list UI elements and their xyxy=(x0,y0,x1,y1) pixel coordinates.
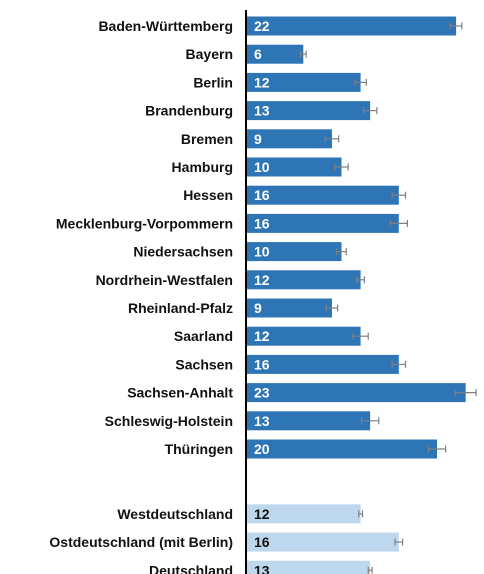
error-bar xyxy=(324,135,340,143)
bar xyxy=(246,129,332,149)
value-label: 16 xyxy=(254,534,270,550)
value-label: 12 xyxy=(254,272,270,288)
error-bar xyxy=(367,566,373,574)
category-label: Baden-Württemberg xyxy=(98,18,233,34)
bar xyxy=(246,532,399,552)
value-label: 23 xyxy=(254,385,270,401)
error-bar xyxy=(299,50,307,58)
error-bar xyxy=(334,163,349,171)
category-label: Deutschland xyxy=(149,562,233,574)
error-bar xyxy=(389,219,408,227)
value-label: 10 xyxy=(254,159,270,175)
error-bar xyxy=(391,360,407,368)
error-bar xyxy=(336,248,347,256)
bar xyxy=(246,44,304,64)
bar xyxy=(246,72,361,92)
value-label: 6 xyxy=(254,46,262,62)
error-bar xyxy=(358,510,364,518)
value-label: 16 xyxy=(254,187,270,203)
bar xyxy=(246,185,399,205)
category-label: Hamburg xyxy=(172,159,233,175)
category-label: Niedersachsen xyxy=(133,244,233,260)
bar xyxy=(246,16,457,36)
bar xyxy=(246,504,361,524)
labels-layer: 22 Baden-Württemberg 6 Bayern 12 Berlin 13 Bran… xyxy=(49,18,269,574)
category-label: Brandenburg xyxy=(145,103,233,119)
value-label: 16 xyxy=(254,356,270,372)
value-label: 13 xyxy=(254,562,270,574)
bar xyxy=(246,411,371,431)
value-label: 9 xyxy=(254,300,262,316)
category-label: Hessen xyxy=(183,187,233,203)
value-label: 12 xyxy=(254,328,270,344)
error-bar xyxy=(394,538,404,546)
bars-layer xyxy=(246,16,477,574)
category-label: Ostdeutschland (mit Berlin) xyxy=(49,534,233,550)
bar xyxy=(246,213,399,233)
bar xyxy=(246,298,332,318)
error-bar xyxy=(325,304,339,312)
category-label: Thüringen xyxy=(165,441,233,457)
category-label: Sachsen-Anhalt xyxy=(127,385,233,401)
bar xyxy=(246,439,437,459)
value-label: 13 xyxy=(254,413,270,429)
error-bar xyxy=(356,276,366,284)
value-label: 9 xyxy=(254,131,262,147)
bar xyxy=(246,101,371,121)
value-label: 10 xyxy=(254,244,270,260)
value-label: 13 xyxy=(254,103,270,119)
category-label: Nordrhein-Westfalen xyxy=(96,272,233,288)
category-label: Berlin xyxy=(193,74,233,90)
category-label: Bremen xyxy=(181,131,233,147)
bar xyxy=(246,270,361,290)
error-bar xyxy=(362,107,378,115)
error-bar xyxy=(354,78,367,86)
category-label: Saarland xyxy=(174,328,233,344)
category-label: Schleswig-Holstein xyxy=(105,413,233,429)
category-label: Mecklenburg-Vorpommern xyxy=(56,215,233,231)
value-label: 20 xyxy=(254,441,270,457)
bar xyxy=(246,242,342,262)
error-bar xyxy=(391,191,407,199)
bar xyxy=(246,354,399,374)
error-bar xyxy=(352,332,369,340)
error-bar xyxy=(360,417,380,425)
bar xyxy=(246,383,466,403)
error-bar xyxy=(427,445,447,453)
value-label: 12 xyxy=(254,74,270,90)
category-label: Bayern xyxy=(186,46,233,62)
category-label: Westdeutschland xyxy=(117,506,233,522)
value-label: 16 xyxy=(254,215,270,231)
value-label: 22 xyxy=(254,18,270,34)
bar xyxy=(246,326,361,346)
error-bar xyxy=(454,389,477,397)
bar xyxy=(246,157,342,177)
bar xyxy=(246,560,371,574)
category-label: Sachsen xyxy=(175,356,233,372)
value-label: 12 xyxy=(254,506,270,522)
category-label: Rheinland-Pfalz xyxy=(128,300,233,316)
error-bar xyxy=(449,22,463,30)
